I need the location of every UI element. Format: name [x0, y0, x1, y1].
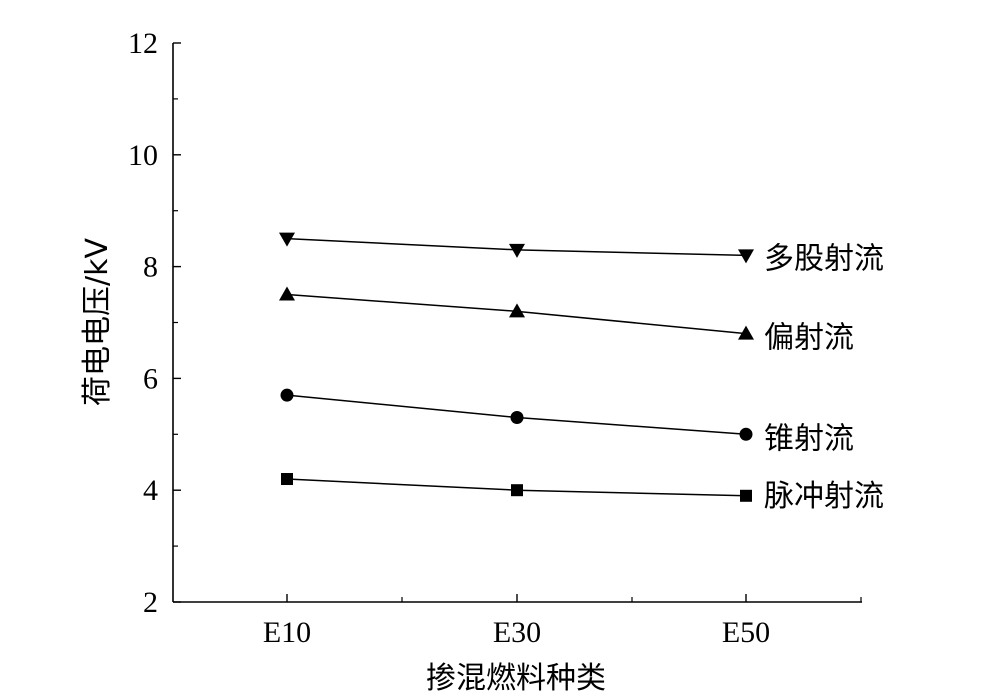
square-marker	[740, 489, 752, 502]
series-label: 偏射流	[764, 321, 854, 356]
triangle-up-marker	[509, 303, 525, 318]
y-tick-label: 2	[143, 586, 158, 619]
series-2: 偏射流	[279, 286, 854, 356]
series-label: 锥射流	[764, 421, 854, 456]
y-tick-label: 12	[128, 27, 158, 60]
series-4: 脉冲射流	[281, 473, 884, 514]
y-tick-label: 4	[143, 474, 158, 507]
y-axis-title: 荷电电压/kV	[80, 238, 115, 406]
triangle-down-marker	[279, 232, 295, 247]
y-tick-label: 6	[143, 362, 158, 395]
series-1: 多股射流	[279, 232, 884, 276]
circle-marker	[280, 388, 294, 402]
circle-marker	[510, 411, 524, 425]
circle-marker	[739, 427, 753, 441]
x-tick-label: E50	[722, 616, 770, 649]
x-tick-label: E10	[263, 616, 311, 649]
y-axis-ticks: 2 4 6 8 10 12	[128, 27, 181, 619]
triangle-up-marker	[279, 286, 295, 301]
axes	[172, 43, 862, 603]
x-axis-ticks: E10 E30 E50	[263, 594, 862, 649]
triangle-down-marker	[738, 249, 754, 264]
series-label: 多股射流	[764, 241, 884, 276]
triangle-up-marker	[738, 325, 754, 340]
series-3: 锥射流	[280, 388, 854, 456]
x-tick-label: E30	[493, 616, 541, 649]
series-label: 脉冲射流	[764, 479, 884, 514]
y-tick-label: 8	[143, 251, 158, 284]
y-tick-label: 10	[128, 139, 158, 172]
square-marker	[281, 473, 293, 486]
square-marker	[511, 484, 523, 497]
triangle-down-marker	[509, 243, 525, 258]
x-axis-title: 掺混燃料种类	[426, 661, 606, 696]
